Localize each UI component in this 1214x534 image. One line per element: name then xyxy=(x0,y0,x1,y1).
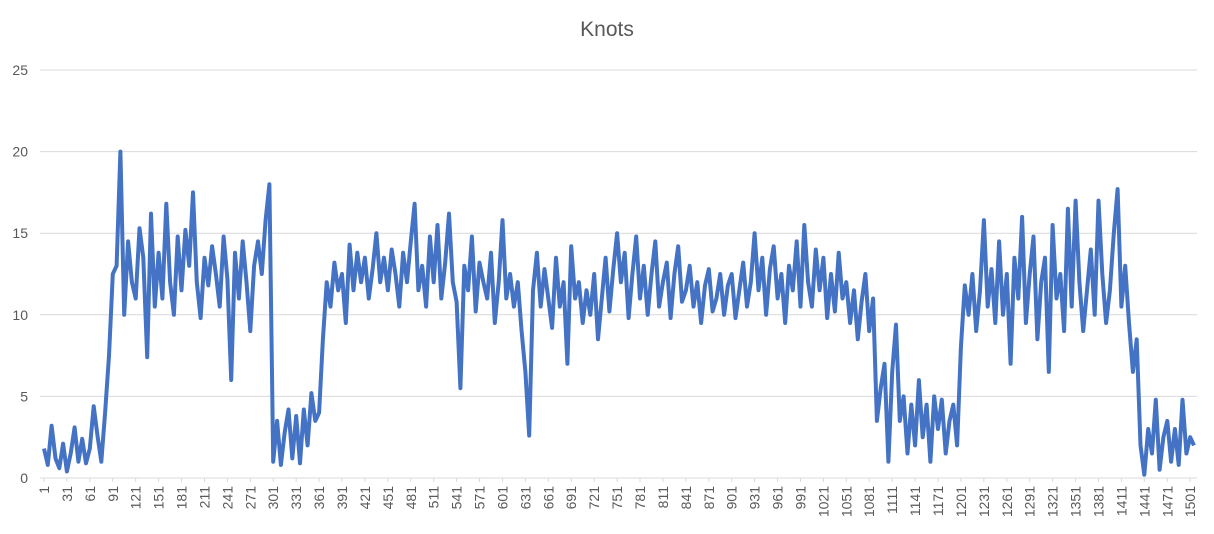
x-tick-label: 1051 xyxy=(838,486,854,517)
x-tick-label: 901 xyxy=(724,486,740,510)
x-tick-label: 841 xyxy=(678,486,694,510)
x-tick-label: 331 xyxy=(288,486,304,510)
x-tick-label: 1081 xyxy=(861,486,877,517)
y-tick-label: 5 xyxy=(20,388,28,404)
x-tick-label: 871 xyxy=(701,486,717,510)
x-tick-label: 571 xyxy=(472,486,488,510)
x-tick-label: 931 xyxy=(747,486,763,510)
x-tick-label: 511 xyxy=(426,486,442,509)
x-tick-label: 1231 xyxy=(976,486,992,517)
x-tick-label: 361 xyxy=(311,486,327,510)
x-tick-label: 631 xyxy=(517,486,533,510)
x-tick-label: 661 xyxy=(540,486,556,510)
y-tick-label: 15 xyxy=(12,225,28,241)
y-tick-label: 20 xyxy=(12,144,28,160)
x-tick-label: 1501 xyxy=(1182,486,1198,517)
x-tick-label: 61 xyxy=(82,486,98,502)
x-tick-label: 781 xyxy=(632,486,648,510)
x-tick-label: 751 xyxy=(609,486,625,510)
x-tick-label: 391 xyxy=(334,486,350,510)
chart-title: Knots xyxy=(580,18,634,41)
x-tick-label: 421 xyxy=(357,486,373,510)
x-tick-label: 31 xyxy=(59,486,75,502)
x-tick-label: 1291 xyxy=(1022,486,1038,517)
x-tick-label: 1321 xyxy=(1045,486,1061,517)
x-tick-label: 1141 xyxy=(907,486,923,516)
x-tick-label: 301 xyxy=(265,486,281,510)
x-tick-label: 121 xyxy=(128,486,144,510)
y-tick-label: 0 xyxy=(20,470,28,486)
x-tick-label: 211 xyxy=(196,486,212,509)
x-tick-label: 541 xyxy=(449,486,465,510)
x-tick-label: 1 xyxy=(36,486,52,494)
x-tick-label: 181 xyxy=(174,486,190,510)
y-tick-label: 25 xyxy=(12,62,28,78)
x-tick-label: 1381 xyxy=(1090,486,1106,517)
data-line xyxy=(42,149,1196,477)
x-tick-label: 1441 xyxy=(1136,486,1152,517)
x-tick-label: 1021 xyxy=(815,486,831,517)
x-tick-label: 1261 xyxy=(999,486,1015,517)
x-tick-label: 601 xyxy=(494,486,510,510)
x-tick-label: 691 xyxy=(563,486,579,510)
x-tick-label: 241 xyxy=(219,486,235,510)
x-tick-label: 481 xyxy=(403,486,419,510)
x-tick-label: 1411 xyxy=(1113,486,1129,516)
x-tick-label: 1111 xyxy=(884,486,900,514)
x-tick-label: 271 xyxy=(242,486,258,510)
x-tick-label: 451 xyxy=(380,486,396,510)
x-tick-label: 91 xyxy=(105,486,121,502)
y-tick-label: 10 xyxy=(12,307,28,323)
x-tick-label: 1171 xyxy=(930,486,946,516)
x-tick-label: 151 xyxy=(151,486,167,510)
x-tick-label: 961 xyxy=(770,486,786,510)
x-tick-label: 811 xyxy=(655,486,671,509)
x-tick-label: 1471 xyxy=(1159,486,1175,517)
x-tick-label: 991 xyxy=(792,486,808,510)
x-tick-label: 721 xyxy=(586,486,602,510)
x-tick-label: 1351 xyxy=(1068,486,1084,517)
x-tick-label: 1201 xyxy=(953,486,969,517)
